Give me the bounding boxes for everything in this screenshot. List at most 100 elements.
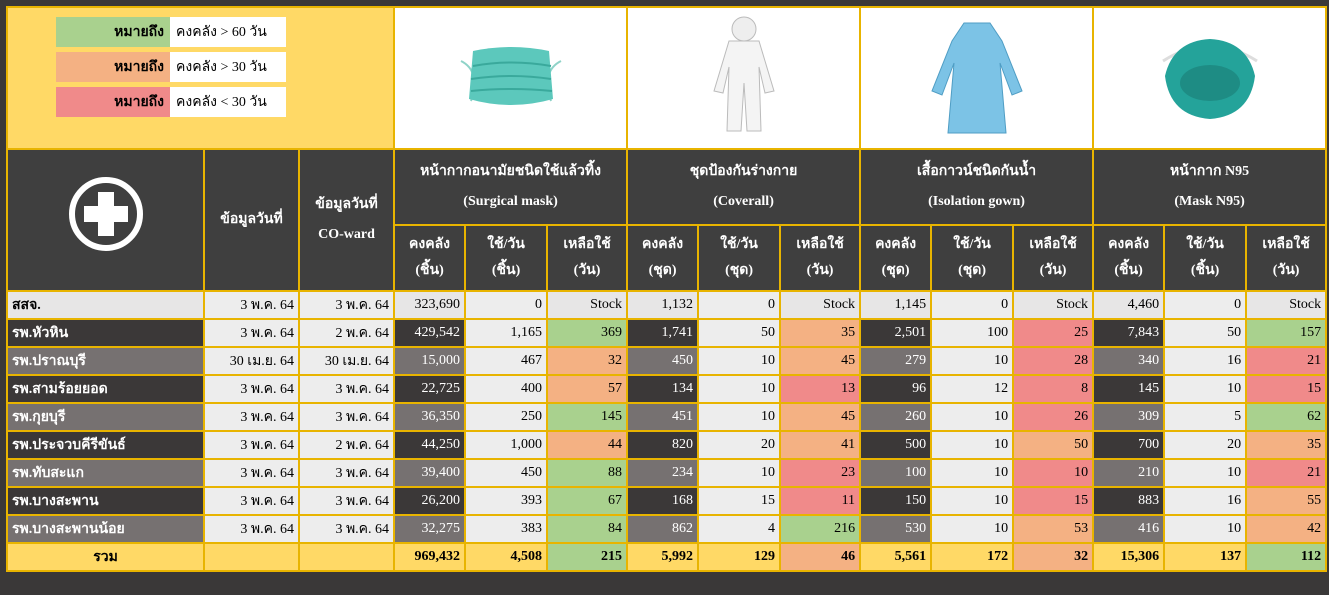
total-cell: 112	[1246, 543, 1326, 571]
value-cell: 309	[1093, 403, 1164, 431]
header-line: (ชุด)	[936, 258, 1008, 284]
product-header: หน้ากากอนามัยชนิดใช้แล้วทิ้ง(Surgical ma…	[394, 149, 627, 225]
value-cell: 369	[547, 319, 627, 347]
header-line: คงคลัง	[865, 232, 926, 258]
product-name-en: (Surgical mask)	[399, 187, 622, 217]
header-line: เหลือใช้	[1251, 232, 1321, 258]
surgical-mask-image	[451, 21, 571, 131]
header-line: (ชุด)	[865, 258, 926, 284]
value-cell: 5	[1164, 403, 1246, 431]
value-cell: 41	[780, 431, 860, 459]
value-cell: 28	[1013, 347, 1093, 375]
image-cell	[627, 7, 860, 149]
value-cell: 45	[780, 347, 860, 375]
product-name: หน้ากากอนามัยชนิดใช้แล้วทิ้ง	[399, 157, 622, 187]
date-cell: 3 พ.ค. 64	[204, 291, 299, 319]
value-cell: 11	[780, 487, 860, 515]
value-cell: 10	[1164, 375, 1246, 403]
value-cell: 44,250	[394, 431, 465, 459]
header-line: (ชุด)	[632, 258, 693, 284]
product-name-en: (Isolation gown)	[865, 187, 1088, 217]
value-cell: 88	[547, 459, 627, 487]
value-cell: Stock	[547, 291, 627, 319]
value-cell: 1,132	[627, 291, 698, 319]
row-name: รพ.หัวหิน	[7, 319, 204, 347]
total-cell: 129	[698, 543, 780, 571]
header-row: ข้อมูลวันที่ ข้อมูลวันที่CO-ward หน้ากาก…	[7, 149, 1326, 225]
legend-row: หมายถึงคงคลัง < 30 วัน	[56, 87, 286, 117]
legend-row: หมายถึงคงคลัง > 60 วัน	[56, 17, 286, 47]
value-cell: 45	[780, 403, 860, 431]
product-header: หน้ากาก N95(Mask N95)	[1093, 149, 1326, 225]
date-cell: 3 พ.ค. 64	[204, 487, 299, 515]
column-header: เหลือใช้(วัน)	[1013, 225, 1093, 291]
image-cell	[1093, 7, 1326, 149]
value-cell: 10	[931, 459, 1013, 487]
value-cell: 450	[465, 459, 547, 487]
value-cell: 50	[698, 319, 780, 347]
value-cell: 32,275	[394, 515, 465, 543]
value-cell: 10	[931, 487, 1013, 515]
product-name-en: (Coverall)	[632, 187, 855, 217]
total-cell: 46	[780, 543, 860, 571]
value-cell: 26,200	[394, 487, 465, 515]
column-header: เหลือใช้(วัน)	[1246, 225, 1326, 291]
value-cell: 96	[860, 375, 931, 403]
date-cell: 3 พ.ค. 64	[299, 375, 394, 403]
product-name: เสื้อกาวน์ชนิดกันน้ำ	[865, 157, 1088, 187]
total-cell: 137	[1164, 543, 1246, 571]
legend-row: หมายถึงคงคลัง > 30 วัน	[56, 52, 286, 82]
data-row: รพ.บางสะพานน้อย3 พ.ค. 643 พ.ค. 6432,2753…	[7, 515, 1326, 543]
value-cell: 0	[931, 291, 1013, 319]
legend-text: คงคลัง < 30 วัน	[170, 87, 286, 117]
value-cell: 134	[627, 375, 698, 403]
value-cell: 467	[465, 347, 547, 375]
header-line: (วัน)	[1251, 258, 1321, 284]
legend-text: คงคลัง > 30 วัน	[170, 52, 286, 82]
header-line: (ชิ้น)	[1169, 258, 1241, 284]
row-name: สสจ.	[7, 291, 204, 319]
value-cell: 53	[1013, 515, 1093, 543]
empty-cell	[204, 543, 299, 571]
value-cell: 429,542	[394, 319, 465, 347]
row-name: รพ.ประจวบคีรีขันธ์	[7, 431, 204, 459]
coverall-image	[699, 11, 789, 141]
value-cell: 50	[1164, 319, 1246, 347]
date-header: ข้อมูลวันที่	[204, 149, 299, 291]
value-cell: 10	[698, 347, 780, 375]
total-cell: 15,306	[1093, 543, 1164, 571]
header-line: ใช้/วัน	[703, 232, 775, 258]
value-cell: 36,350	[394, 403, 465, 431]
value-cell: 216	[780, 515, 860, 543]
date-cell: 3 พ.ค. 64	[299, 487, 394, 515]
date-cell: 3 พ.ค. 64	[204, 375, 299, 403]
column-header: ใช้/วัน(ชุด)	[698, 225, 780, 291]
column-header: เหลือใช้(วัน)	[547, 225, 627, 291]
header-line: (ชิ้น)	[470, 258, 542, 284]
value-cell: Stock	[780, 291, 860, 319]
value-cell: 530	[860, 515, 931, 543]
total-cell: 32	[1013, 543, 1093, 571]
value-cell: 1,145	[860, 291, 931, 319]
data-row: รพ.ทับสะแก3 พ.ค. 643 พ.ค. 6439,400450882…	[7, 459, 1326, 487]
header-line: (ชุด)	[703, 258, 775, 284]
value-cell: 157	[1246, 319, 1326, 347]
product-name-en: (Mask N95)	[1098, 187, 1321, 217]
date-cell: 3 พ.ค. 64	[204, 431, 299, 459]
header-line: คงคลัง	[632, 232, 693, 258]
legend: หมายถึงคงคลัง > 60 วัน หมายถึงคงคลัง > 3…	[56, 12, 286, 122]
value-cell: 15	[1013, 487, 1093, 515]
table-body: หมายถึงคงคลัง > 60 วัน หมายถึงคงคลัง > 3…	[7, 7, 1326, 571]
date-cell: 30 เม.ย. 64	[299, 347, 394, 375]
date-cell: 2 พ.ค. 64	[299, 319, 394, 347]
row-name: รพ.สามร้อยยอด	[7, 375, 204, 403]
value-cell: 150	[860, 487, 931, 515]
value-cell: 4,460	[1093, 291, 1164, 319]
value-cell: 16	[1164, 487, 1246, 515]
value-cell: 168	[627, 487, 698, 515]
value-cell: 32	[547, 347, 627, 375]
date-cell: 3 พ.ค. 64	[204, 515, 299, 543]
date-cell: 3 พ.ค. 64	[299, 459, 394, 487]
